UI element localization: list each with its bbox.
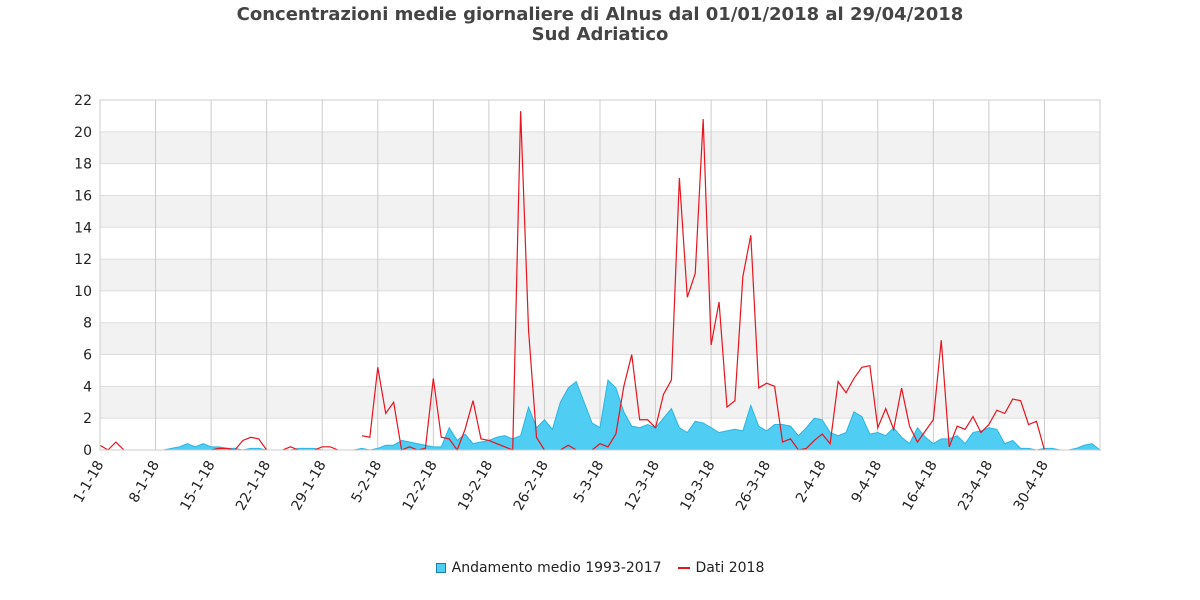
x-tick-label: 16-4-18 bbox=[900, 458, 941, 513]
x-tick-label: 12-2-18 bbox=[400, 458, 441, 513]
legend-item-average[interactable]: Andamento medio 1993-2017 bbox=[435, 560, 662, 576]
x-tick-label: 22-1-18 bbox=[233, 458, 274, 513]
y-tick-label: 12 bbox=[74, 252, 92, 268]
x-tick-label: 29-1-18 bbox=[289, 458, 330, 513]
chart-legend: Andamento medio 1993-2017 Dati 2018 bbox=[0, 560, 1200, 576]
x-tick-label: 26-3-18 bbox=[733, 458, 774, 513]
y-tick-label: 16 bbox=[74, 188, 92, 204]
x-tick-label: 9-4-18 bbox=[849, 458, 886, 506]
x-tick-label: 19-3-18 bbox=[677, 458, 718, 513]
y-tick-label: 6 bbox=[83, 348, 92, 364]
legend-label-2018: Dati 2018 bbox=[695, 560, 765, 576]
legend-swatch-average bbox=[435, 563, 446, 573]
plot-border bbox=[99, 99, 1101, 451]
x-tick-label: 15-1-18 bbox=[177, 458, 218, 513]
y-tick-label: 22 bbox=[74, 93, 92, 109]
x-tick-label: 26-2-18 bbox=[511, 458, 552, 513]
y-tick-label: 18 bbox=[74, 157, 92, 173]
chart-subtitle: Sud Adriatico bbox=[531, 24, 669, 45]
x-tick-label: 5-3-18 bbox=[571, 458, 608, 506]
chart-title: Concentrazioni medie giornaliere di Alnu… bbox=[236, 4, 964, 25]
x-tick-label: 1-1-18 bbox=[71, 458, 108, 506]
y-tick-label: 20 bbox=[74, 125, 92, 141]
y-tick-label: 4 bbox=[83, 379, 92, 395]
y-tick-label: 2 bbox=[83, 411, 92, 427]
y-tick-label: 8 bbox=[83, 316, 92, 332]
x-tick-label: 2-4-18 bbox=[793, 458, 830, 506]
x-tick-label: 12-3-18 bbox=[622, 458, 663, 513]
legend-swatch-2018 bbox=[677, 567, 690, 569]
y-tick-label: 0 bbox=[83, 443, 92, 459]
x-tick-label: 30-4-18 bbox=[1011, 458, 1052, 513]
legend-item-2018[interactable]: Dati 2018 bbox=[677, 560, 765, 576]
x-tick-label: 19-2-18 bbox=[455, 458, 496, 513]
x-tick-label: 23-4-18 bbox=[955, 458, 996, 513]
y-tick-label: 14 bbox=[74, 220, 92, 236]
series-line-2018 bbox=[99, 111, 1046, 452]
x-tick-label: 8-1-18 bbox=[126, 458, 163, 506]
y-tick-label: 10 bbox=[74, 284, 92, 300]
x-tick-label: 5-2-18 bbox=[349, 458, 386, 506]
legend-label-average: Andamento medio 1993-2017 bbox=[451, 560, 662, 576]
